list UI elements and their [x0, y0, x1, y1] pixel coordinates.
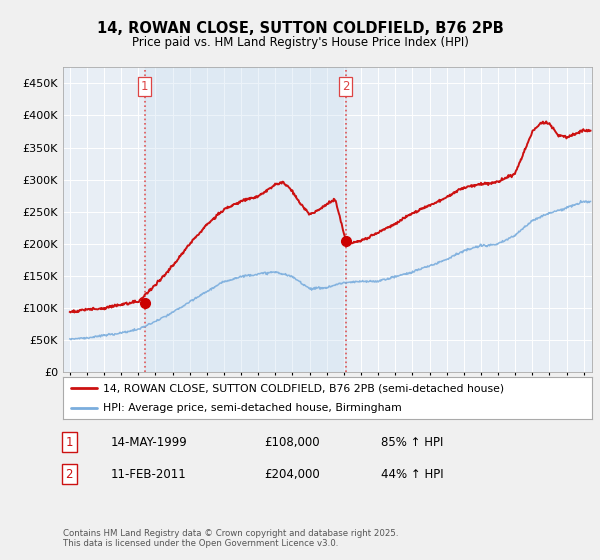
Text: 44% ↑ HPI: 44% ↑ HPI [380, 468, 443, 481]
Text: £204,000: £204,000 [264, 468, 320, 481]
Text: Price paid vs. HM Land Registry's House Price Index (HPI): Price paid vs. HM Land Registry's House … [131, 36, 469, 49]
Text: 1: 1 [141, 80, 148, 93]
Text: 2: 2 [65, 468, 73, 481]
Text: 1: 1 [65, 436, 73, 449]
Text: 14, ROWAN CLOSE, SUTTON COLDFIELD, B76 2PB: 14, ROWAN CLOSE, SUTTON COLDFIELD, B76 2… [97, 21, 503, 36]
Text: HPI: Average price, semi-detached house, Birmingham: HPI: Average price, semi-detached house,… [103, 403, 401, 413]
Text: Contains HM Land Registry data © Crown copyright and database right 2025.
This d: Contains HM Land Registry data © Crown c… [63, 529, 398, 548]
Text: £108,000: £108,000 [264, 436, 320, 449]
Text: 2: 2 [342, 80, 350, 93]
Text: 11-FEB-2011: 11-FEB-2011 [110, 468, 187, 481]
Bar [145, 67, 346, 372]
Text: 85% ↑ HPI: 85% ↑ HPI [380, 436, 443, 449]
Text: 14-MAY-1999: 14-MAY-1999 [110, 436, 187, 449]
Text: 14, ROWAN CLOSE, SUTTON COLDFIELD, B76 2PB (semi-detached house): 14, ROWAN CLOSE, SUTTON COLDFIELD, B76 2… [103, 383, 504, 393]
